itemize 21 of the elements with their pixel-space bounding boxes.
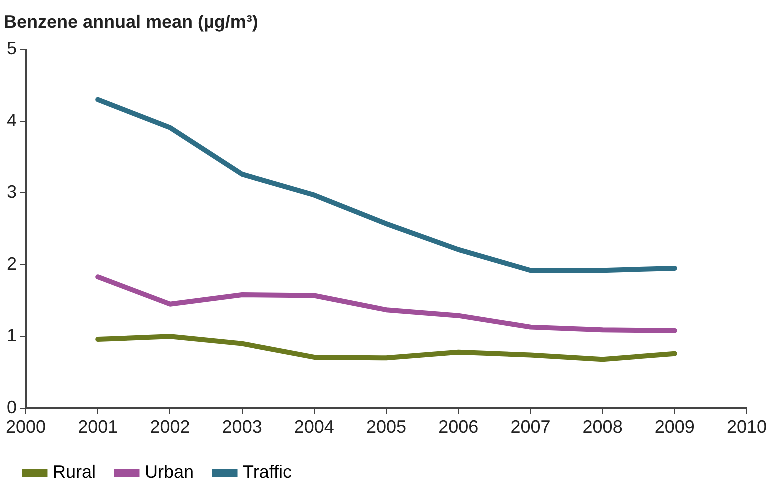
y-tick-label: 5 [6,38,18,59]
x-tick-label: 2000 [6,417,46,438]
x-tick-label: 2002 [150,417,190,438]
x-tick-label: 2003 [222,417,262,438]
x-tick-label: 2001 [78,417,118,438]
x-tick-label: 2008 [582,417,623,438]
y-tick-label: 1 [6,326,18,346]
y-tick-label: 4 [6,110,18,130]
x-tick-label: 2010 [726,417,768,438]
legend-label: Traffic [243,462,292,482]
x-tick-label: 2007 [510,417,551,438]
x-tick-label: 2006 [438,417,479,438]
legend-label: Urban [145,462,194,482]
y-tick-label: 2 [6,254,18,274]
legend-label: Rural [53,462,96,482]
x-tick-label: 2004 [294,417,334,438]
x-tick-label: 2009 [654,417,695,438]
y-axis-title: Benzene annual mean (µg/m³) [4,12,258,32]
x-tick-label: 2005 [366,417,407,438]
y-tick-label: 0 [6,397,18,418]
y-tick-label: 3 [6,182,18,202]
